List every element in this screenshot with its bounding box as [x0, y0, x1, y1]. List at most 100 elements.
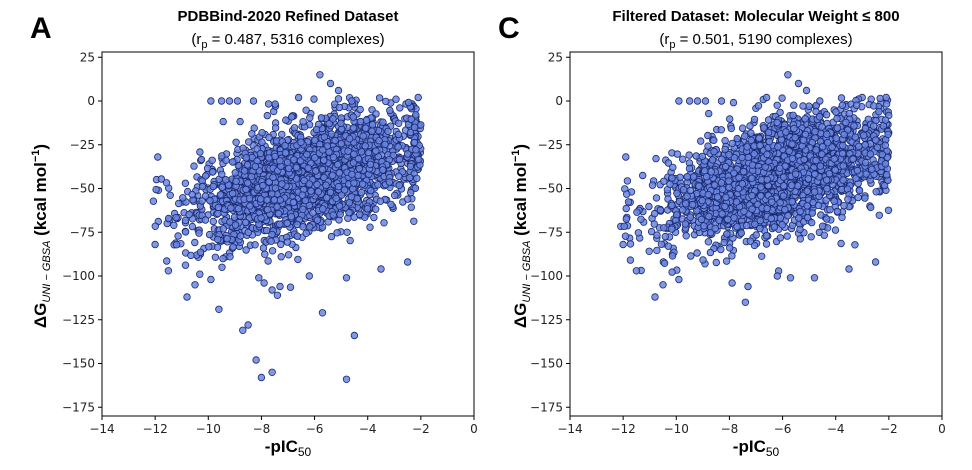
data-point	[232, 138, 240, 146]
data-point	[257, 195, 265, 203]
data-point	[223, 234, 231, 243]
data-point	[867, 203, 875, 212]
data-point	[325, 119, 333, 128]
data-point	[884, 130, 892, 139]
data-point	[222, 156, 230, 164]
data-point	[661, 232, 669, 241]
data-point	[292, 175, 301, 183]
data-point	[349, 159, 358, 167]
data-point	[368, 120, 377, 129]
data-point	[622, 204, 630, 213]
data-point	[311, 136, 319, 145]
data-point	[282, 116, 290, 124]
data-point	[755, 134, 763, 142]
data-point	[381, 140, 389, 149]
data-point	[664, 159, 673, 167]
data-point	[304, 164, 312, 172]
data-point	[183, 293, 191, 301]
data-point	[320, 133, 329, 141]
data-point	[882, 100, 891, 108]
data-point	[349, 113, 357, 121]
data-point	[231, 221, 240, 229]
data-point	[680, 185, 688, 194]
data-point	[790, 101, 798, 109]
data-point	[319, 205, 327, 213]
data-point	[268, 230, 276, 239]
data-point	[705, 109, 713, 118]
data-point	[271, 124, 280, 132]
data-point	[738, 153, 746, 162]
data-point	[375, 94, 384, 102]
data-point	[822, 110, 831, 119]
data-point	[875, 107, 883, 116]
data-point	[818, 150, 826, 158]
plot-area: −14 −12 −10 −8 −6 −4 −2 0250−25−50−75−100−125−1…	[530, 50, 946, 436]
data-point	[356, 210, 364, 219]
data-point	[157, 175, 166, 183]
data-point	[334, 86, 343, 95]
y-tick-label: 0	[87, 94, 95, 108]
y-tick-label: −75	[70, 225, 95, 239]
data-point	[652, 154, 660, 163]
data-point	[236, 232, 245, 240]
panel-letter: C	[498, 12, 520, 45]
x-tick-label: −14	[89, 422, 114, 436]
data-point	[621, 232, 630, 240]
data-point	[668, 252, 677, 260]
data-point	[229, 243, 237, 251]
data-point	[187, 251, 195, 260]
data-point	[776, 108, 784, 117]
data-point	[283, 158, 292, 167]
data-point	[329, 153, 338, 161]
data-point	[346, 236, 354, 245]
data-point	[197, 155, 206, 164]
data-point	[318, 165, 327, 174]
data-point	[298, 191, 307, 199]
data-point	[850, 122, 858, 130]
data-point	[673, 189, 681, 197]
data-point	[650, 220, 658, 228]
data-point	[883, 171, 891, 179]
data-point	[414, 93, 422, 102]
data-point	[313, 180, 321, 189]
data-point	[837, 94, 846, 102]
data-point	[406, 128, 415, 137]
data-point	[861, 158, 870, 167]
data-point	[297, 138, 305, 146]
y-axis-label: ΔGUNI − GBSA (kcal mol−1)	[30, 144, 53, 328]
data-point	[778, 221, 786, 229]
data-point	[722, 257, 731, 265]
data-point	[331, 136, 339, 145]
data-point	[838, 213, 846, 222]
data-point	[277, 240, 285, 249]
data-point	[818, 142, 827, 151]
y-tick-label: −50	[70, 182, 95, 196]
data-point	[257, 373, 266, 382]
data-point	[299, 117, 307, 126]
data-point	[648, 181, 657, 189]
data-point	[188, 190, 196, 199]
data-point	[211, 253, 220, 261]
data-point	[796, 235, 804, 243]
data-point	[334, 95, 343, 103]
data-point	[357, 148, 366, 156]
data-point	[242, 154, 250, 162]
data-point	[738, 124, 747, 132]
data-point	[190, 162, 198, 170]
data-point	[730, 214, 738, 222]
data-point	[303, 150, 311, 159]
data-point	[350, 179, 358, 187]
data-point	[407, 203, 415, 211]
data-point	[783, 232, 791, 240]
data-point	[248, 130, 256, 138]
data-point	[251, 241, 259, 249]
data-point	[181, 228, 190, 236]
data-point	[842, 118, 850, 127]
data-point	[247, 172, 256, 181]
data-point	[252, 356, 260, 364]
data-point	[650, 209, 659, 218]
data-point	[216, 191, 225, 199]
x-tick-label: −4	[359, 422, 377, 436]
y-tick-label: −150	[62, 357, 95, 371]
data-point	[668, 174, 676, 182]
